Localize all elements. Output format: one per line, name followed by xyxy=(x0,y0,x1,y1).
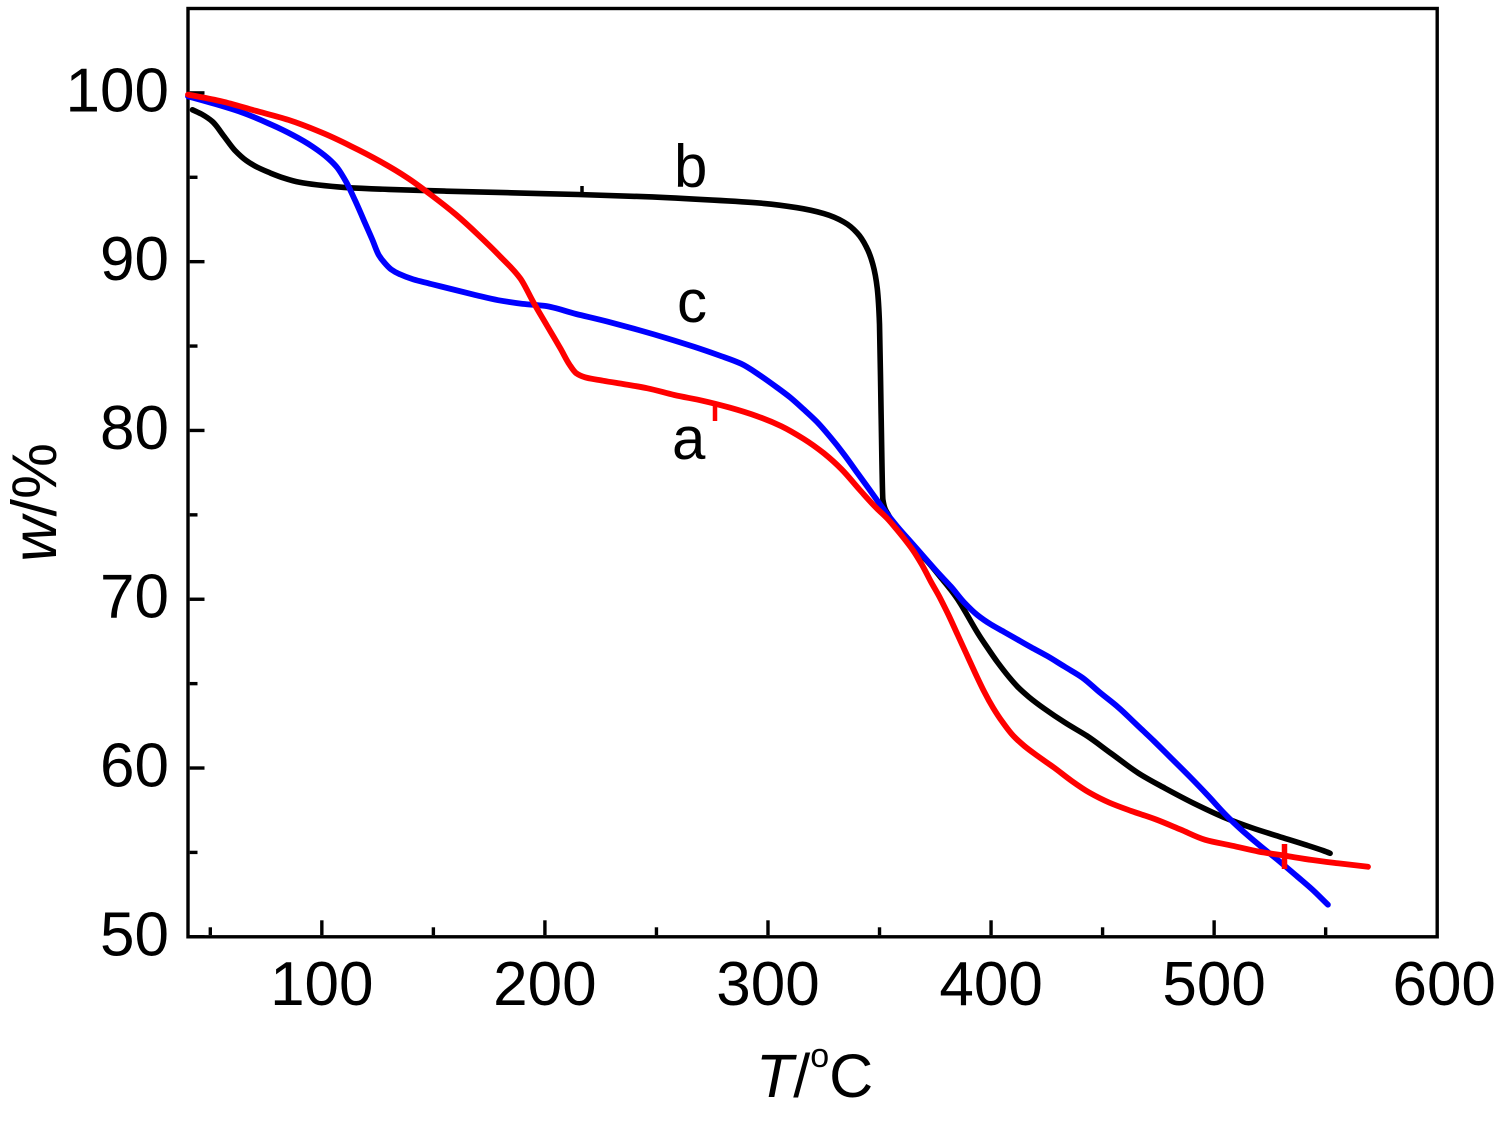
svg-text:b: b xyxy=(674,133,707,200)
svg-text:a: a xyxy=(672,405,706,472)
svg-text:50: 50 xyxy=(100,900,169,969)
svg-text:300: 300 xyxy=(716,950,819,1019)
svg-text:80: 80 xyxy=(100,394,169,463)
svg-text:c: c xyxy=(677,268,707,335)
svg-text:90: 90 xyxy=(100,225,169,294)
svg-text:500: 500 xyxy=(1162,950,1265,1019)
svg-text:200: 200 xyxy=(493,950,596,1019)
svg-text:100: 100 xyxy=(270,950,373,1019)
svg-text:100: 100 xyxy=(66,56,169,125)
svg-text:70: 70 xyxy=(100,563,169,632)
svg-text:600: 600 xyxy=(1392,950,1495,1019)
svg-text:w/%: w/% xyxy=(0,443,70,562)
svg-text:60: 60 xyxy=(100,732,169,801)
svg-text:400: 400 xyxy=(939,950,1042,1019)
